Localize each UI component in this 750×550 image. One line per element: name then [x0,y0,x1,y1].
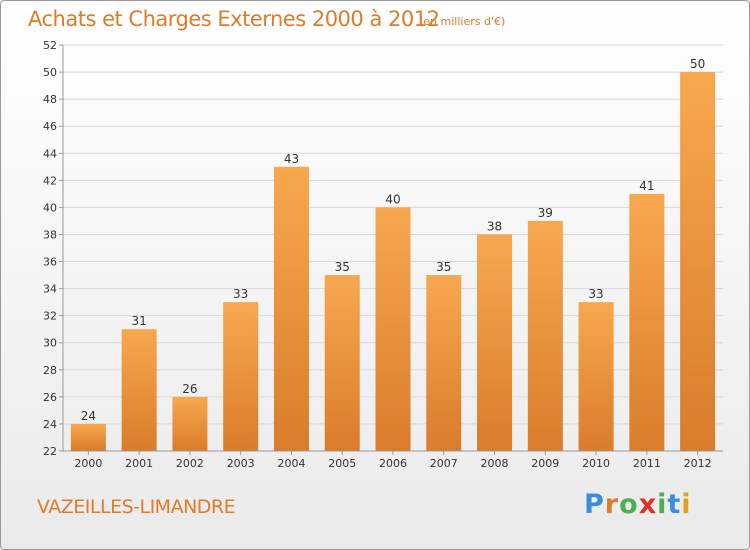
bar [70,423,106,451]
y-tick-label: 34 [43,283,57,296]
data-label: 50 [690,57,705,71]
y-tick-label: 42 [43,174,57,187]
y-tick-label: 50 [43,66,57,79]
y-tick-label: 44 [43,147,57,160]
logo-letter: t [667,489,682,520]
bar [527,220,563,451]
bar [629,193,665,451]
logo-letter: i [681,489,692,520]
y-tick-label: 26 [43,391,57,404]
bar [578,302,614,451]
logo-letter: P [584,489,605,520]
data-label: 41 [639,179,654,193]
data-label: 24 [81,409,96,423]
data-label: 35 [436,260,451,274]
x-tick-label: 2010 [582,457,610,470]
y-tick-label: 28 [43,364,57,377]
x-tick-label: 2005 [328,457,356,470]
data-label: 33 [588,287,603,301]
x-tick-label: 2001 [125,457,153,470]
x-tick-label: 2009 [531,457,559,470]
logo-letter: x [638,489,658,520]
bar [477,234,513,451]
logo-letter: r [604,489,620,520]
bar [324,275,360,451]
x-tick-label: 2002 [176,457,204,470]
y-tick-label: 38 [43,228,57,241]
x-tick-label: 2011 [633,457,661,470]
logo-letter: i [657,489,668,520]
bar [121,329,157,451]
data-label: 31 [132,314,147,328]
chart-subtitle: (en milliers d'€) [419,15,506,28]
chart-title: Achats et Charges Externes 2000 à 2012 [28,7,440,31]
data-label: 38 [487,219,502,233]
y-tick-label: 36 [43,256,57,269]
commune-name: VAZEILLES-LIMANDRE [37,496,236,518]
y-tick-label: 24 [43,418,57,431]
y-tick-label: 22 [43,445,57,458]
data-label: 35 [335,260,350,274]
y-tick-label: 52 [43,39,57,52]
y-tick-label: 40 [43,201,57,214]
proxiti-logo: Proxiti [584,489,692,520]
x-tick-label: 2003 [227,457,255,470]
x-tick-label: 2006 [379,457,407,470]
bar [172,396,208,451]
x-tick-label: 2004 [277,457,305,470]
bar [680,72,716,452]
data-label: 39 [538,206,553,220]
data-label: 43 [284,152,299,166]
data-label: 40 [385,192,400,206]
y-tick-label: 46 [43,120,57,133]
bars: 24 31 26 33 43 35 40 35 38 39 33 41 50 [70,57,716,452]
data-label: 33 [233,287,248,301]
bar [375,207,411,451]
data-label: 26 [182,382,197,396]
y-tick-label: 48 [43,93,57,106]
axes: 22 24 26 28 30 32 34 36 38 40 42 44 46 48 50 52 2000 2001… [43,39,723,470]
x-tick-label: 2008 [481,457,509,470]
y-tick-label: 32 [43,310,57,323]
logo-letter: o [619,489,639,520]
bar [223,302,259,451]
x-tick-label: 2000 [74,457,102,470]
bar [426,275,462,451]
y-tick-label: 30 [43,337,57,350]
x-tick-label: 2007 [430,457,458,470]
bar [273,166,309,452]
x-tick-label: 2012 [684,457,712,470]
